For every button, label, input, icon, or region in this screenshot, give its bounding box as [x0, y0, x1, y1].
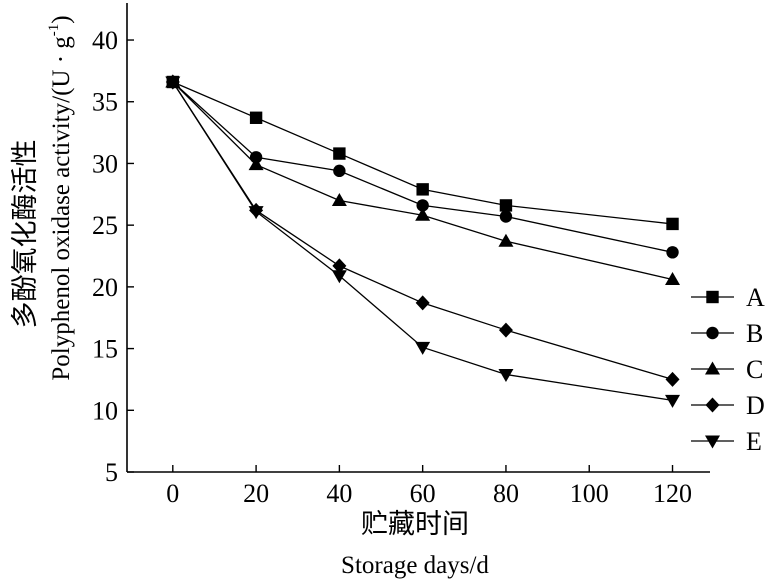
series-line-b [172, 81, 673, 253]
x-axis-label-english: Storage days/d [341, 552, 489, 579]
y-axis-label-english: Polyphenol oxidase activity/(U · g-1) [46, 15, 75, 380]
legend-marker-c [705, 361, 720, 375]
series-line-a [172, 81, 673, 225]
data-point-c [248, 157, 264, 171]
legend-marker-b [706, 326, 719, 340]
legend-label-a: A [746, 283, 765, 312]
legend-label-d: D [746, 391, 765, 420]
x-tick-label: 20 [243, 479, 269, 508]
data-point-a [416, 183, 429, 196]
data-point-b [333, 164, 346, 178]
data-point-d [665, 371, 680, 387]
series-line-e [172, 81, 673, 402]
data-point-e [248, 206, 264, 220]
x-tick-label: 80 [493, 479, 519, 508]
y-tick-label: 10 [92, 396, 118, 425]
y-tick-label: 15 [92, 335, 118, 364]
data-point-d [415, 295, 430, 311]
x-axis-label-chinese: 贮藏时间 [361, 509, 469, 539]
x-tick-label: 60 [410, 479, 436, 508]
x-tick-label: 40 [326, 479, 352, 508]
data-point-a [499, 199, 513, 212]
data-point-a [333, 147, 346, 160]
data-point-d [332, 258, 347, 274]
x-tick-label: 100 [570, 479, 609, 508]
legend-label-c: C [746, 355, 763, 384]
legend-marker-d [705, 397, 720, 413]
series-line-c [172, 81, 673, 281]
x-tick-label: 0 [166, 479, 179, 508]
axes: 5 10 15 20 25 30 35 40 0 20 40 60 80 100 120 [92, 3, 710, 508]
data-point-e [415, 341, 431, 355]
data-point-a [666, 217, 679, 231]
data-point-c [498, 233, 514, 247]
series-line-d [172, 81, 673, 381]
y-tick-label: 5 [105, 458, 118, 487]
y-tick-label: 30 [92, 149, 118, 178]
data-point-c [415, 207, 431, 221]
data-point-c [331, 192, 347, 206]
data-point-e [665, 394, 681, 408]
y-tick-label: 40 [92, 26, 118, 55]
legend-marker-a [706, 290, 719, 304]
data-point-c [665, 271, 681, 285]
data-point-b [499, 210, 513, 223]
legend-label-e: E [746, 427, 762, 456]
y-axis-label-chinese: 多酚氧化酶活性 [10, 140, 40, 329]
data-point-b [666, 246, 679, 259]
legend-label-b: B [746, 319, 763, 348]
y-tick-label: 25 [92, 211, 118, 240]
data-point-b [416, 199, 429, 212]
y-tick-label: 20 [92, 273, 118, 302]
data-point-e [331, 270, 347, 284]
data-point-e [165, 76, 181, 90]
series-markers [165, 74, 681, 408]
data-point-a [249, 111, 263, 124]
data-point-d [498, 322, 513, 338]
x-tick-label: 120 [653, 479, 692, 508]
series-lines [172, 81, 673, 402]
y-tick-label: 35 [92, 88, 118, 117]
legend-marker-e [705, 435, 720, 449]
data-point-e [498, 368, 514, 382]
